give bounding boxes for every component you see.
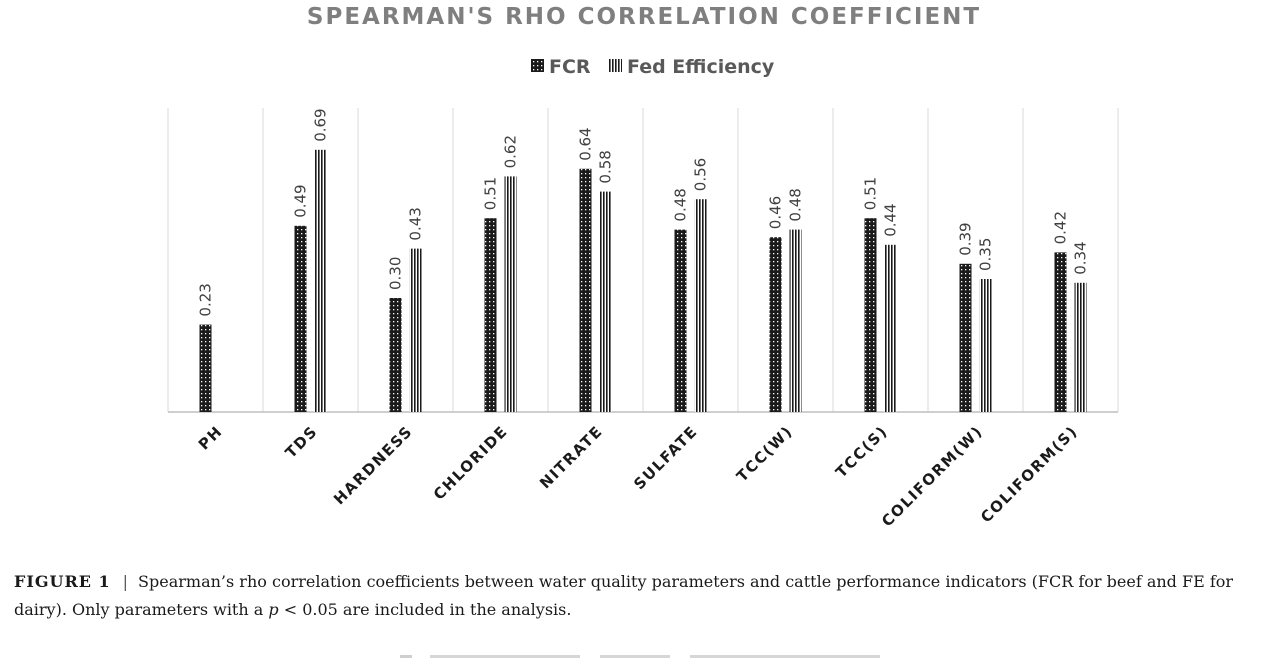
category-gridlines xyxy=(167,108,1119,413)
data-label: 0.51 xyxy=(862,177,880,210)
data-label: 0.64 xyxy=(577,127,595,160)
bar-fed-efficiency-tccw xyxy=(789,229,802,412)
bar-fed-efficiency-tds xyxy=(314,149,327,413)
bar-chart: SPEARMAN'S RHO CORRELATION COEFFICIENT F… xyxy=(167,4,1119,530)
bar-fcr-coliforms xyxy=(1054,252,1067,412)
caption-p-symbol: p xyxy=(268,600,279,619)
caption-separator: | xyxy=(122,572,129,591)
legend-item: FCR xyxy=(531,56,591,78)
tick-label: HARDNESS xyxy=(330,422,416,508)
tick-label: COLIFORM(S) xyxy=(977,422,1081,526)
figure-caption: FIGURE 1 | Spearman’s rho correlation coef… xyxy=(14,568,1276,624)
data-label: 0.69 xyxy=(312,108,330,141)
bar-fcr-tds xyxy=(294,225,307,412)
chart-area: SPEARMAN'S RHO CORRELATION COEFFICIENT F… xyxy=(167,4,1119,530)
data-label: 0.56 xyxy=(692,158,710,191)
bar-fed-efficiency-sulfate xyxy=(694,199,707,412)
data-label: 0.46 xyxy=(767,196,785,229)
bar-fcr-sulfate xyxy=(674,229,687,412)
legend-swatch xyxy=(531,59,544,72)
bar-fcr-ph xyxy=(199,324,212,412)
bar-fed-efficiency-nitrate xyxy=(599,191,612,412)
data-label: 0.51 xyxy=(482,177,500,210)
tick-label: COLIFORM(W) xyxy=(878,422,986,530)
data-label: 0.44 xyxy=(882,203,900,236)
data-label: 0.34 xyxy=(1072,241,1090,274)
data-label: 0.49 xyxy=(292,184,310,217)
tick-label: TDS xyxy=(282,422,322,462)
bar-fed-efficiency-coliforms xyxy=(1074,282,1087,412)
bar-fed-efficiency-hardness xyxy=(409,248,422,412)
tick-label: PH xyxy=(195,422,227,454)
chart-title: SPEARMAN'S RHO CORRELATION COEFFICIENT xyxy=(307,4,981,30)
bars xyxy=(199,149,1087,413)
legend-label: Fed Efficiency xyxy=(627,56,775,78)
bar-fed-efficiency-chloride xyxy=(504,176,517,412)
legend-label: FCR xyxy=(549,56,591,78)
data-label: 0.58 xyxy=(597,150,615,183)
bar-fcr-tccs xyxy=(864,218,877,412)
tick-label: CHLORIDE xyxy=(430,422,511,503)
data-label: 0.42 xyxy=(1052,211,1070,244)
bar-fed-efficiency-tccs xyxy=(884,244,897,412)
legend-item: Fed Efficiency xyxy=(609,56,775,78)
next-figure-title-fragment xyxy=(0,644,1288,658)
legend: FCR Fed Efficiency xyxy=(531,56,775,78)
bar-fcr-coliformw xyxy=(959,263,972,412)
bar-fcr-chloride xyxy=(484,218,497,412)
tick-label: NITRATE xyxy=(536,422,606,492)
figure-label: FIGURE 1 xyxy=(14,572,111,591)
data-label: 0.23 xyxy=(197,283,215,316)
data-label: 0.39 xyxy=(957,222,975,255)
data-label: 0.43 xyxy=(407,207,425,240)
data-label: 0.30 xyxy=(387,257,405,290)
x-axis-tick-labels: PH TDS HARDNESS CHLORIDE NITRATE SULFATE TCC(W… xyxy=(195,422,1082,530)
legend-swatch xyxy=(609,59,622,72)
tick-label: SULFATE xyxy=(630,422,701,493)
data-label: 0.48 xyxy=(787,188,805,221)
tick-label: TCC(S) xyxy=(832,422,891,481)
bar-fcr-hardness xyxy=(389,298,402,412)
data-label: 0.48 xyxy=(672,188,690,221)
bar-fed-efficiency-coliformw xyxy=(979,279,992,412)
bar-fcr-nitrate xyxy=(579,168,592,412)
caption-text-1: Spearman’s rho correlation coefficients … xyxy=(14,572,1234,619)
data-labels: 0.230.490.690.300.430.510.62 0.640.580.48… xyxy=(197,108,1090,316)
data-label: 0.62 xyxy=(502,135,520,168)
data-label: 0.35 xyxy=(977,238,995,271)
tick-label: TCC(W) xyxy=(733,422,796,485)
bar-fcr-tccw xyxy=(769,237,782,412)
caption-text-2: < 0.05 are included in the analysis. xyxy=(278,600,572,619)
